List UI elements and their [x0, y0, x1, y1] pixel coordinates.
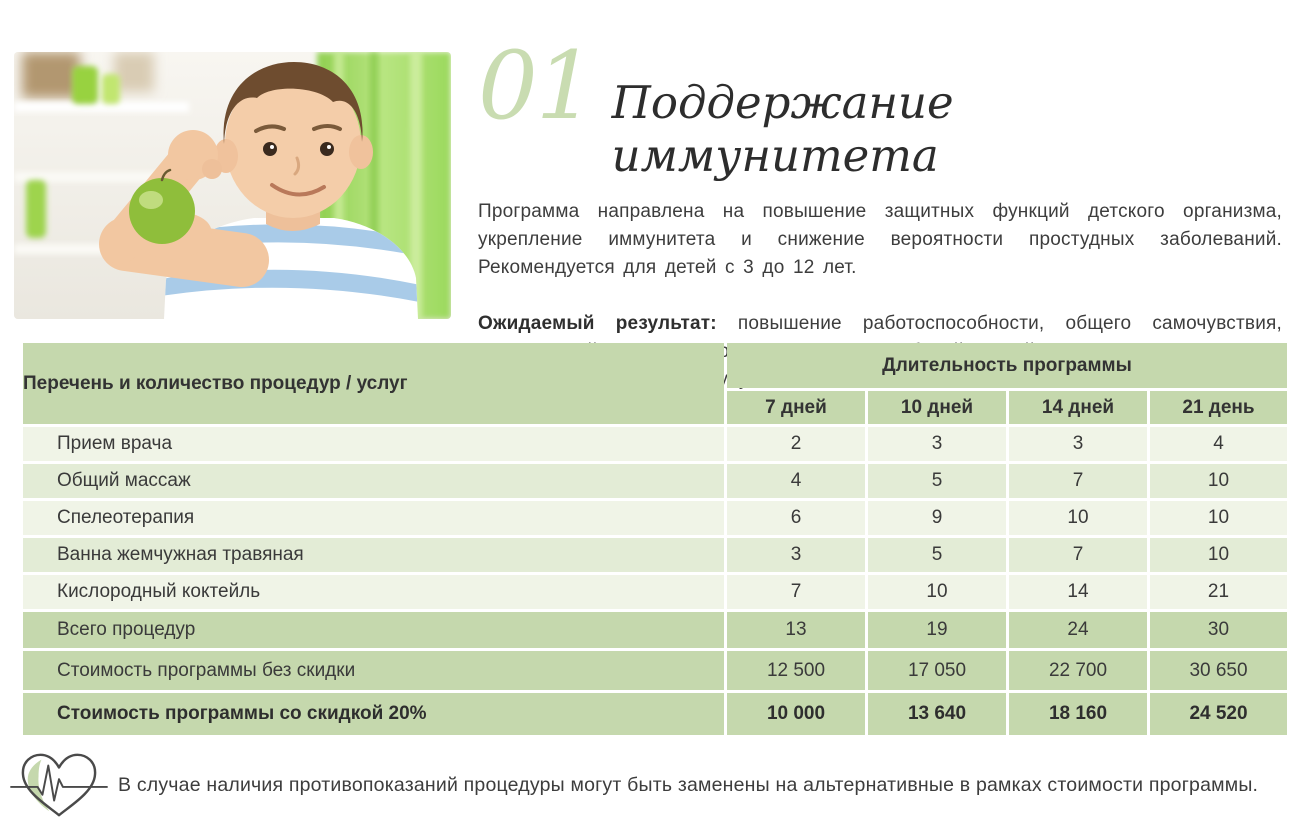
row-value: 30 [1150, 612, 1287, 648]
row-value: 10 [1150, 464, 1287, 498]
row-label: Стоимость программы со скидкой 20% [23, 693, 724, 735]
duration-col-21-days: 21 день [1150, 391, 1287, 424]
table-row: Кислородный коктейль 7 10 14 21 [23, 575, 1287, 609]
row-value: 19 [868, 612, 1006, 648]
footer-note-row: В случае наличия противопоказаний процед… [8, 748, 1286, 822]
footer-note-text: В случае наличия противопоказаний процед… [118, 773, 1259, 796]
duration-col-14-days: 14 дней [1009, 391, 1147, 424]
row-label: Стоимость программы без скидки [23, 651, 724, 690]
table-header-services: Перечень и количество процедур / услуг [23, 343, 724, 424]
row-value: 7 [1009, 464, 1147, 498]
table-row-price: Стоимость программы без скидки 12 500 17… [23, 651, 1287, 690]
row-value: 4 [1150, 427, 1287, 461]
row-value: 14 [1009, 575, 1147, 609]
row-value: 7 [1009, 538, 1147, 572]
table-duration-row: 7 дней 10 дней 14 дней 21 день [23, 391, 1287, 424]
row-value: 17 050 [868, 651, 1006, 690]
duration-col-10-days: 10 дней [868, 391, 1006, 424]
table-header-duration-group: Длительность программы [727, 343, 1287, 388]
row-label: Всего процедур [23, 612, 724, 648]
row-value: 3 [727, 538, 865, 572]
page-title: Поддержание иммунитета [611, 76, 954, 182]
program-table: Перечень и количество процедур / услуг Д… [20, 340, 1290, 738]
table-row: Общий массаж 4 5 7 10 [23, 464, 1287, 498]
row-label: Общий массаж [23, 464, 724, 498]
row-value: 24 520 [1150, 693, 1287, 735]
boy-with-apple-illustration [14, 52, 451, 319]
row-value: 5 [868, 538, 1006, 572]
row-value: 9 [868, 501, 1006, 535]
program-description: Программа направлена на повышение защитн… [478, 201, 1282, 278]
row-label: Ванна жемчужная травяная [23, 538, 724, 572]
row-value: 7 [727, 575, 865, 609]
table-row-discount-price: Стоимость программы со скидкой 20% 10 00… [23, 693, 1287, 735]
row-label: Прием врача [23, 427, 724, 461]
table-row: Прием врача 2 3 3 4 [23, 427, 1287, 461]
table-row: Спелеотерапия 6 9 10 10 [23, 501, 1287, 535]
row-label: Кислородный коктейль [23, 575, 724, 609]
duration-col-7-days: 7 дней [727, 391, 865, 424]
row-value: 10 [1150, 538, 1287, 572]
row-value: 2 [727, 427, 865, 461]
row-value: 18 160 [1009, 693, 1147, 735]
row-value: 30 650 [1150, 651, 1287, 690]
row-value: 13 640 [868, 693, 1006, 735]
row-value: 10 000 [727, 693, 865, 735]
boy-with-apple-photo [14, 52, 451, 319]
table-header-row: Перечень и количество процедур / услуг Д… [23, 343, 1287, 424]
row-value: 12 500 [727, 651, 865, 690]
section-number: 01 [478, 32, 596, 141]
row-value: 6 [727, 501, 865, 535]
heartbeat-icon [10, 753, 108, 817]
row-value: 10 [868, 575, 1006, 609]
row-value: 3 [1009, 427, 1147, 461]
row-value: 22 700 [1009, 651, 1147, 690]
row-value: 24 [1009, 612, 1147, 648]
title-row: 01 Поддержание иммунитета [478, 32, 1282, 182]
row-value: 21 [1150, 575, 1287, 609]
table-row-total: Всего процедур 13 19 24 30 [23, 612, 1287, 648]
row-value: 4 [727, 464, 865, 498]
table-row: Ванна жемчужная травяная 3 5 7 10 [23, 538, 1287, 572]
row-label: Спелеотерапия [23, 501, 724, 535]
row-value: 3 [868, 427, 1006, 461]
row-value: 5 [868, 464, 1006, 498]
row-value: 13 [727, 612, 865, 648]
expected-result-label: Ожидаемый результат: [478, 313, 717, 334]
row-value: 10 [1009, 501, 1147, 535]
row-value: 10 [1150, 501, 1287, 535]
